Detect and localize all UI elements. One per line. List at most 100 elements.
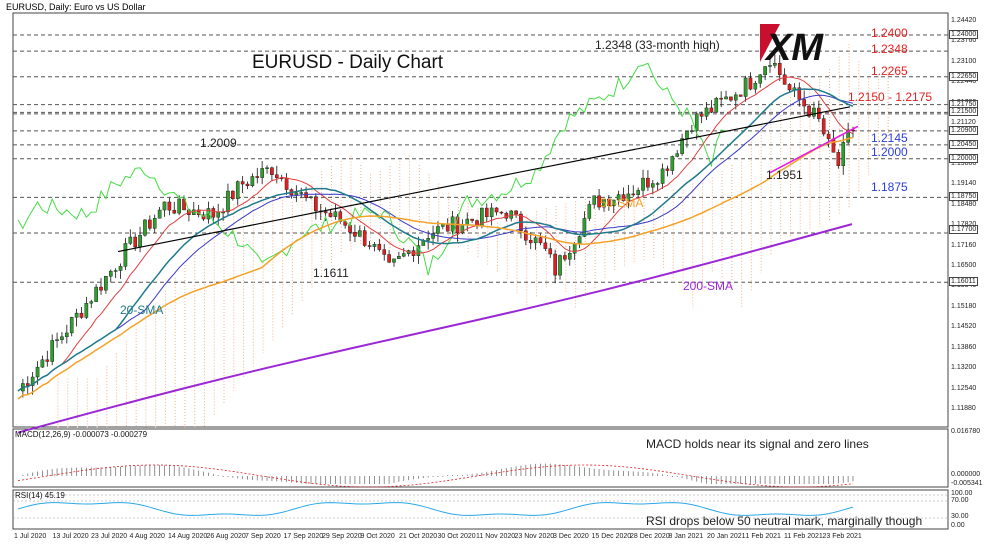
candle-body [802, 99, 806, 107]
candle-body [113, 270, 118, 272]
rsi-label: RSI(14) 45.19 [15, 491, 65, 500]
candle-body [626, 193, 631, 202]
candle-body [504, 212, 509, 219]
candle-body [358, 230, 362, 237]
candle-body [382, 249, 387, 255]
candle-body [607, 198, 611, 206]
candle-body [533, 237, 538, 244]
price-tick-label: 1.19800 [951, 159, 977, 167]
candle-body [328, 212, 333, 217]
indicator-tick-label: 0.000000 [951, 471, 981, 478]
date-tick-label: 28 Dec 2020 [630, 533, 670, 540]
rsi-note: RSI drops below 50 neutral mark, margina… [646, 514, 923, 528]
candle-body [743, 77, 748, 97]
price-tick-label: 1.17160 [951, 241, 977, 249]
xm-logo: XM [760, 24, 824, 66]
price-tick-label: 1.19140 [951, 180, 977, 188]
candle-body [275, 174, 279, 179]
candle-body [846, 129, 850, 143]
candle-body [538, 237, 543, 244]
candle-body [484, 207, 489, 218]
indicator-tick-label: -0.005341 [951, 480, 983, 487]
candle-body [680, 138, 684, 154]
date-tick-label: 11 Nov 2020 [476, 533, 516, 540]
candle-body [548, 248, 553, 255]
candle-body [753, 83, 758, 90]
candle-body [353, 232, 357, 237]
candle-body [494, 207, 499, 213]
level-lines [13, 34, 948, 283]
sma-20-line [17, 88, 854, 392]
candle-body [621, 194, 626, 202]
price-level-box: 1.20450 [949, 139, 979, 149]
candle-body [724, 96, 728, 100]
candle-body [240, 181, 245, 185]
support-line [769, 125, 859, 174]
date-tick-label: 14 Aug 2020 [168, 533, 208, 540]
candle-body [597, 195, 601, 208]
candle-body [35, 366, 40, 378]
candle-body [182, 198, 186, 211]
candle-body [616, 194, 621, 201]
indicator-tick-label: 70.00 [951, 497, 969, 504]
candle-body [514, 210, 518, 215]
price-tick-label: 1.13860 [951, 343, 977, 351]
candle-body [690, 130, 694, 132]
main-panel-frame [12, 12, 949, 428]
candle-body [309, 196, 313, 199]
candle-body [284, 178, 289, 190]
tenkan-line [17, 76, 854, 392]
candle-body [445, 223, 450, 232]
rsi-line [17, 502, 854, 516]
candle-body [807, 105, 811, 117]
candle-body [782, 74, 787, 85]
candle-body [631, 193, 636, 196]
date-tick-label: 23 Feb 2021 [822, 533, 862, 540]
candle-body [694, 113, 699, 131]
candle-body [177, 198, 181, 214]
macd-signal-line [17, 464, 854, 488]
candle-body [611, 199, 616, 206]
candle-body [826, 133, 831, 140]
candle-body [465, 218, 470, 225]
candle-body [323, 211, 328, 214]
candle-body [45, 359, 50, 362]
candle-body [231, 190, 235, 199]
candle-body [704, 107, 709, 117]
level-1-2150-1-2175: 1.2150 - 1.2175 [848, 90, 933, 104]
candle-body [524, 230, 528, 241]
date-tick-label: 23 Nov 2020 [514, 533, 555, 540]
price-tick-label: 1.18480 [951, 200, 977, 208]
candle-body [260, 168, 264, 178]
candle-body [74, 312, 79, 318]
candle-body [670, 156, 675, 171]
level-1-2000: 1.2000 [871, 145, 908, 159]
date-tick-label: 1 Jul 2020 [14, 533, 47, 540]
candle-body [104, 276, 108, 291]
candle-body [79, 312, 84, 318]
candle-body [836, 152, 841, 166]
candle-body [734, 94, 738, 101]
price-tick-label: 1.13200 [951, 364, 977, 372]
candle-body [211, 208, 216, 218]
candle-body [768, 65, 772, 67]
price-level-box: 1.20000 [949, 153, 979, 163]
date-tick-label: 26 Aug 2020 [206, 533, 246, 540]
candle-body [748, 77, 753, 90]
candle-body [636, 190, 640, 195]
candle-body [509, 210, 513, 219]
candle-body [650, 183, 655, 188]
candle-body [714, 97, 719, 113]
candle-body [362, 230, 367, 246]
symbol-header: EURUSD, Daily: Euro vs US Dollar [6, 2, 146, 12]
candle-body [138, 235, 142, 248]
candle-body [675, 153, 680, 157]
indicator-lines [17, 62, 859, 434]
price-tick-label: 1.11880 [951, 405, 976, 412]
price-tick-label: 1.16500 [951, 262, 977, 270]
price-tick-label: 1.17820 [951, 221, 976, 228]
date-tick-label: 13 Jul 2020 [52, 533, 89, 540]
candle-body [216, 211, 221, 218]
candle-body [314, 196, 318, 212]
